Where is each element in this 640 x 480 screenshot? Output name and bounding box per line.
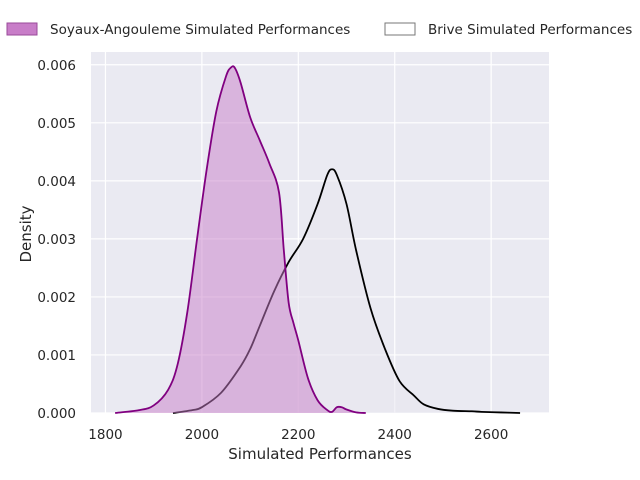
x-tick-label: 2200: [281, 427, 315, 443]
y-tick-labels: 0.000 0.001 0.002 0.003 0.004 0.005 0.006: [37, 58, 76, 422]
x-tick-label: 1800: [88, 427, 122, 443]
y-tick-label: 0.005: [37, 116, 76, 132]
density-line-soyaux-angouleme: [115, 65, 366, 414]
legend-swatch-brive: [384, 22, 416, 36]
x-tick-label: 2600: [474, 427, 508, 443]
y-tick-label: 0.006: [37, 58, 76, 74]
x-axis-label: Simulated Performances: [228, 445, 412, 463]
area-fill-soyaux-angouleme: [115, 66, 366, 413]
x-tick-label: 2000: [185, 427, 219, 443]
y-tick-label: 0.003: [37, 232, 76, 248]
legend-swatch-soyaux-angouleme: [6, 22, 38, 36]
legend-label-soyaux-angouleme: Soyaux-Angouleme Simulated Performances: [50, 22, 350, 38]
y-tick-label: 0.002: [37, 290, 76, 306]
legend-label-brive: Brive Simulated Performances: [428, 22, 632, 38]
y-tick-label: 0.001: [37, 348, 76, 364]
x-tick-labels: 1800 2000 2200 2400 2600: [88, 427, 508, 443]
density-curves: [115, 65, 521, 414]
legend: Soyaux-Angouleme Simulated Performances …: [6, 22, 632, 38]
y-tick-label: 0.004: [37, 174, 76, 190]
y-tick-label: 0.000: [37, 406, 76, 422]
x-tick-label: 2400: [378, 427, 412, 443]
y-axis-label: Density: [17, 205, 35, 262]
